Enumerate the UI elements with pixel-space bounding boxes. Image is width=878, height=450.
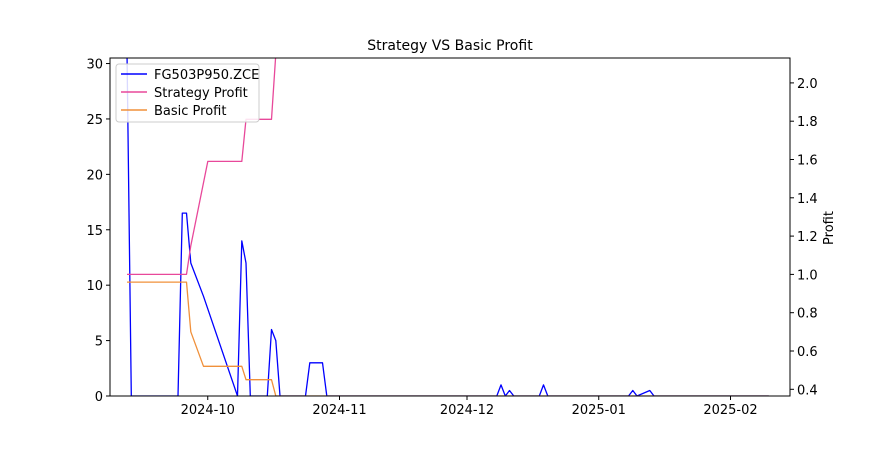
y-left-tick-label: 20 [86,168,103,183]
y-left-tick-label: 15 [86,224,103,239]
plot-frame [109,57,791,397]
y-right-tick-label: 1.0 [797,268,818,283]
x-tick-label: 2024-12 [440,403,494,418]
x-tick-label: 2025-02 [703,403,757,418]
y-right-tick-label: 1.8 [797,115,818,130]
y-left-tick-label: 10 [86,279,103,294]
legend-label-3: Basic Profit [154,104,226,119]
y-right-tick-label: 0.6 [797,345,818,360]
y-left-tick-label: 25 [86,113,103,128]
y-right-tick-label: 0.4 [797,383,818,398]
legend-label-1: FG503P950.ZCE [154,68,259,83]
series-line-3 [127,281,769,396]
y-left-tick-label: 30 [86,58,103,73]
series-line-1 [126,58,769,396]
legend-box [115,63,260,123]
x-tick-label: 2024-11 [312,403,366,418]
y-right-tick-label: 0.8 [797,307,818,322]
y-axis-right-label: Profit [822,211,837,245]
y-right-tick-label: 1.2 [797,230,818,245]
legend-label-2: Strategy Profit [154,86,248,101]
y-right-tick-label: 2.0 [797,77,818,92]
x-tick-label: 2025-01 [572,403,626,418]
y-right-tick-label: 1.6 [797,153,818,168]
x-tick-label: 2024-10 [181,403,235,418]
series-layer [126,58,769,396]
y-left-tick-label: 5 [95,335,103,350]
y-right-tick-label: 1.4 [797,192,818,207]
series-line-2 [127,58,277,276]
legend: FG503P950.ZCE Strategy Profit Basic Profit [115,63,260,123]
y-left-tick-label: 0 [95,390,103,405]
axes-layer: 2024-10 2024-11 2024-12 2025-01 2025-02 0 5 10 1… [86,58,817,418]
chart-title: Strategy VS Basic Profit [367,38,533,54]
